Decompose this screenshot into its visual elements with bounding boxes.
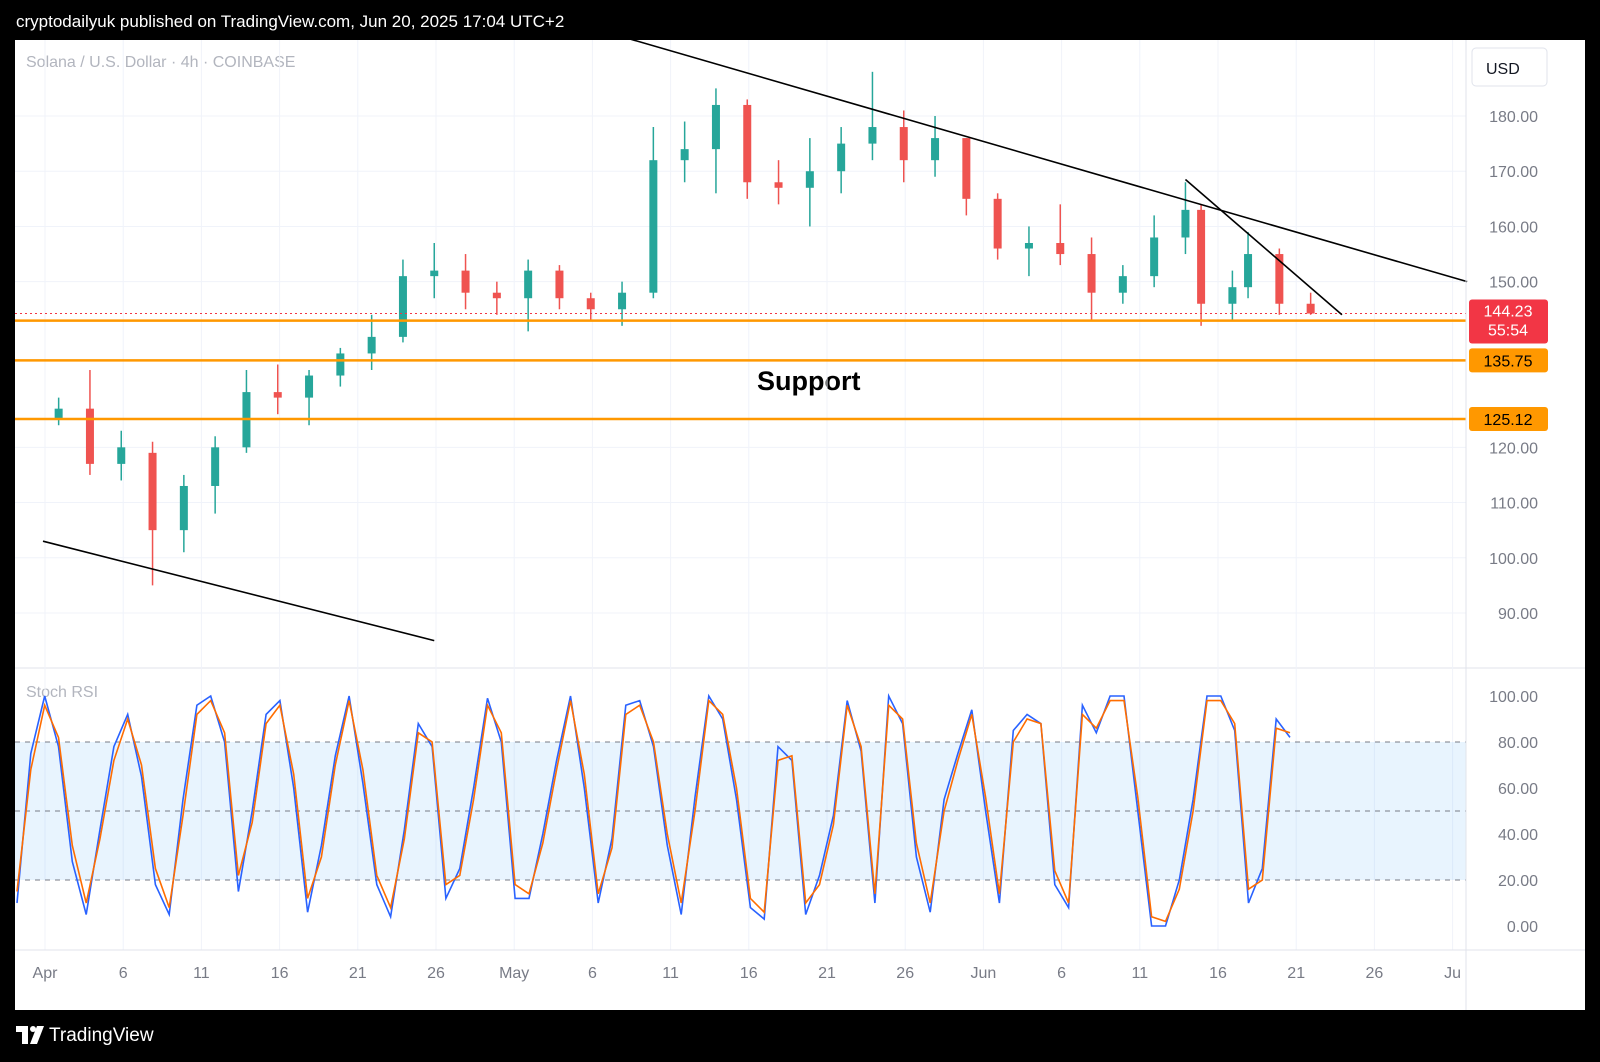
x-tick-label: 16 [740, 965, 758, 982]
candle-body [837, 143, 846, 172]
price-tick-label: 90.00 [1498, 606, 1538, 623]
stoch-tick-label: 100.00 [1489, 689, 1538, 706]
candle-body [117, 447, 126, 464]
support-annotation: Support [757, 366, 860, 396]
candle-body [461, 270, 470, 293]
x-tick-label: 21 [1287, 965, 1305, 982]
price-tick-label: 150.00 [1489, 275, 1538, 292]
x-tick-label: 6 [1057, 965, 1066, 982]
candle-body [367, 336, 376, 354]
x-tick-label: 11 [662, 965, 679, 982]
brand-name: TradingView [49, 1025, 154, 1046]
x-tick-label: 21 [349, 965, 367, 982]
candle-body [774, 182, 783, 188]
currency-button-label: USD [1486, 61, 1520, 78]
candle-body [1087, 254, 1096, 293]
candle-body [1306, 303, 1315, 314]
chart-container[interactable]: Solana / U.S. Dollar · 4h · COINBASE USD… [15, 26, 1585, 1010]
candle-body [179, 485, 188, 531]
stoch-tick-label: 60.00 [1498, 781, 1538, 798]
tradingview-logo-icon [16, 1026, 44, 1044]
candle-body [1024, 243, 1033, 249]
candle-body [993, 198, 1002, 249]
candle-body [805, 171, 814, 188]
price-tick-label: 160.00 [1489, 219, 1538, 236]
candle-body [711, 104, 720, 150]
stoch-rsi-title: Stoch RSI [26, 684, 98, 701]
x-tick-label: 26 [896, 965, 914, 982]
candle-body [962, 138, 971, 199]
candle-body [305, 375, 314, 398]
price-tick-label: 100.00 [1489, 551, 1538, 568]
x-tick-label: 16 [271, 965, 289, 982]
stoch-tick-label: 80.00 [1498, 735, 1538, 752]
candle-body [649, 160, 658, 293]
candle-body [211, 447, 220, 486]
price-tick-label: 110.00 [1490, 496, 1538, 513]
x-tick-label: 6 [588, 965, 597, 982]
candle-body [430, 270, 439, 277]
trendline [42, 540, 435, 642]
support-price-label: 125.12 [1484, 412, 1533, 429]
chart-title: Solana / U.S. Dollar · 4h · COINBASE [26, 54, 295, 71]
publish-text: cryptodailyuk published on TradingView.c… [16, 12, 565, 31]
candle-body [524, 270, 533, 299]
support-price-tag [1469, 407, 1548, 432]
x-tick-label: 26 [1366, 965, 1384, 982]
candle-body [1118, 276, 1127, 293]
candle-body [586, 298, 595, 310]
candle-body [1244, 254, 1253, 288]
stoch-tick-label: 0.00 [1507, 919, 1538, 936]
current-price-tag [1469, 299, 1548, 344]
candle-body [899, 127, 908, 161]
price-tick-label: 170.00 [1489, 164, 1538, 181]
candle-body [148, 452, 157, 531]
candle-body [618, 292, 627, 310]
candle-body [273, 392, 282, 398]
candle-body [492, 292, 501, 299]
candle-body [85, 408, 94, 464]
price-chart-svg[interactable]: Solana / U.S. Dollar · 4h · COINBASE USD… [15, 26, 1585, 1010]
price-tick-label: 180.00 [1489, 109, 1538, 126]
candle-body [54, 408, 63, 420]
candle-body [868, 127, 877, 144]
candle-body [1275, 254, 1284, 304]
trendline [1184, 178, 1343, 316]
candle-body [1056, 243, 1065, 255]
x-tick-label: Ju [1444, 965, 1461, 982]
candle-body [555, 270, 564, 299]
price-tick-label: 120.00 [1489, 440, 1538, 457]
candle-body [1197, 209, 1206, 304]
candle-body [398, 276, 407, 337]
candle-body [743, 104, 752, 183]
candle-body [1228, 287, 1237, 304]
candle-body [680, 149, 689, 161]
x-tick-label: Apr [33, 965, 59, 982]
currency-button[interactable] [1471, 47, 1548, 87]
x-tick-label: 6 [119, 965, 128, 982]
candle-body [1181, 209, 1190, 238]
publish-header: cryptodailyuk published on TradingView.c… [0, 0, 1600, 40]
x-tick-label: Jun [971, 965, 997, 982]
x-tick-label: 11 [1131, 965, 1148, 982]
countdown-label: 55:54 [1488, 323, 1528, 340]
x-tick-label: 11 [193, 965, 210, 982]
x-tick-label: 21 [818, 965, 836, 982]
candle-body [931, 138, 940, 161]
x-tick-label: 16 [1209, 965, 1227, 982]
trendline [590, 26, 1468, 283]
candle-body [336, 353, 345, 376]
support-price-tag [1469, 348, 1548, 373]
support-price-label: 135.75 [1484, 353, 1533, 370]
stoch-tick-label: 40.00 [1498, 827, 1538, 844]
footer-bar: TradingView [0, 1010, 1600, 1062]
x-tick-label: 26 [427, 965, 445, 982]
current-price-label: 144.23 [1484, 304, 1533, 321]
stoch-tick-label: 20.00 [1498, 873, 1538, 890]
stoch-d-line [16, 698, 1291, 923]
x-tick-label: May [499, 965, 529, 982]
candle-body [1150, 237, 1159, 277]
chart-dynamic-layer: Apr 6 11 16 21 26 May 6 11 16 21 26 Jun 6 11 16 21 26 Ju 18… [15, 26, 1585, 1010]
